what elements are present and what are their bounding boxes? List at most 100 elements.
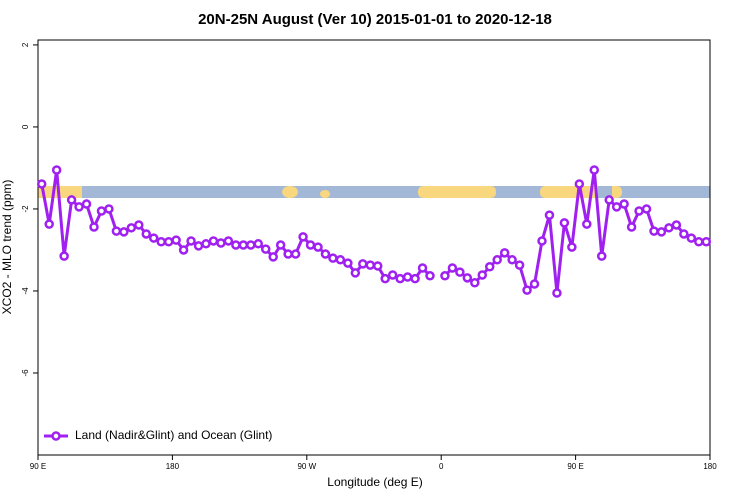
point bbox=[537, 236, 547, 246]
point bbox=[694, 237, 704, 247]
point bbox=[260, 244, 271, 254]
point bbox=[611, 202, 622, 212]
point bbox=[328, 253, 338, 263]
point bbox=[313, 242, 323, 252]
point bbox=[559, 218, 570, 228]
point bbox=[417, 263, 428, 273]
x-tick-label: 180 bbox=[703, 462, 717, 471]
x-axis-label: Longitude (deg E) bbox=[327, 475, 422, 489]
legend-label: Land (Nadir&Glint) and Ocean (Glint) bbox=[75, 428, 272, 442]
point bbox=[305, 240, 316, 250]
point bbox=[104, 204, 114, 214]
point bbox=[81, 199, 92, 209]
point bbox=[193, 241, 204, 251]
point bbox=[372, 261, 383, 271]
point bbox=[201, 239, 211, 249]
point bbox=[365, 260, 376, 270]
point bbox=[440, 271, 450, 281]
point bbox=[544, 210, 555, 220]
point bbox=[96, 206, 107, 216]
point bbox=[395, 273, 405, 284]
point bbox=[604, 195, 614, 205]
y-tick-label: 2 bbox=[21, 42, 30, 47]
point bbox=[141, 229, 152, 239]
point bbox=[223, 236, 234, 246]
point bbox=[119, 227, 129, 237]
point bbox=[126, 223, 137, 233]
plot-frame bbox=[37, 39, 711, 456]
point bbox=[246, 240, 256, 250]
point bbox=[238, 240, 249, 250]
point bbox=[455, 267, 465, 277]
point bbox=[656, 227, 667, 237]
x-tick-label: 90 W bbox=[297, 462, 316, 471]
point bbox=[529, 279, 540, 289]
point bbox=[216, 238, 226, 248]
point bbox=[298, 232, 308, 242]
point bbox=[507, 255, 517, 265]
point bbox=[253, 239, 264, 249]
point bbox=[679, 229, 689, 239]
point bbox=[186, 236, 196, 246]
point bbox=[514, 260, 525, 270]
point bbox=[664, 223, 674, 233]
point bbox=[74, 202, 84, 212]
x-tick-label: 90 E bbox=[567, 462, 583, 471]
point bbox=[335, 255, 346, 265]
point bbox=[492, 255, 502, 265]
x-tick-label: 0 bbox=[439, 462, 444, 471]
point bbox=[589, 165, 600, 175]
point bbox=[410, 273, 420, 284]
point bbox=[649, 226, 659, 236]
point bbox=[552, 288, 562, 298]
x-tick-label: 90 E bbox=[30, 462, 46, 471]
point bbox=[499, 248, 510, 258]
point bbox=[425, 271, 435, 281]
point bbox=[626, 222, 637, 232]
point bbox=[89, 222, 99, 232]
point bbox=[59, 251, 69, 261]
point bbox=[470, 278, 480, 288]
point bbox=[36, 179, 47, 189]
point bbox=[320, 249, 331, 259]
point bbox=[358, 259, 368, 269]
point bbox=[522, 285, 532, 295]
y-tick-label: -6 bbox=[21, 369, 30, 377]
point bbox=[671, 220, 682, 230]
x-tick-label: 180 bbox=[166, 462, 180, 471]
point bbox=[51, 165, 62, 175]
point bbox=[402, 272, 413, 282]
point bbox=[134, 220, 144, 230]
y-tick-label: 0 bbox=[21, 124, 30, 129]
point bbox=[163, 237, 174, 247]
chart-title: 20N-25N August (Ver 10) 2015-01-01 to 20… bbox=[198, 11, 552, 28]
point bbox=[283, 249, 293, 259]
point bbox=[641, 204, 652, 214]
y-tick-label: -2 bbox=[21, 205, 30, 213]
point bbox=[231, 240, 241, 250]
point bbox=[66, 195, 77, 205]
point bbox=[178, 245, 189, 255]
point bbox=[268, 252, 278, 262]
point bbox=[447, 263, 458, 273]
point bbox=[701, 237, 712, 247]
point bbox=[275, 240, 286, 250]
point bbox=[350, 268, 361, 278]
point bbox=[686, 233, 697, 243]
point bbox=[582, 219, 592, 229]
point bbox=[484, 262, 495, 272]
point bbox=[477, 270, 488, 280]
point bbox=[380, 273, 390, 284]
y-tick-label: -4 bbox=[21, 287, 30, 295]
point bbox=[290, 249, 301, 259]
point bbox=[44, 219, 54, 229]
point bbox=[156, 237, 166, 247]
point bbox=[208, 236, 219, 246]
point bbox=[619, 199, 629, 209]
legend-marker bbox=[51, 431, 61, 441]
y-axis-label: XCO2 - MLO trend (ppm) bbox=[0, 180, 14, 315]
point bbox=[462, 273, 473, 283]
point bbox=[171, 235, 181, 245]
point bbox=[343, 258, 353, 268]
